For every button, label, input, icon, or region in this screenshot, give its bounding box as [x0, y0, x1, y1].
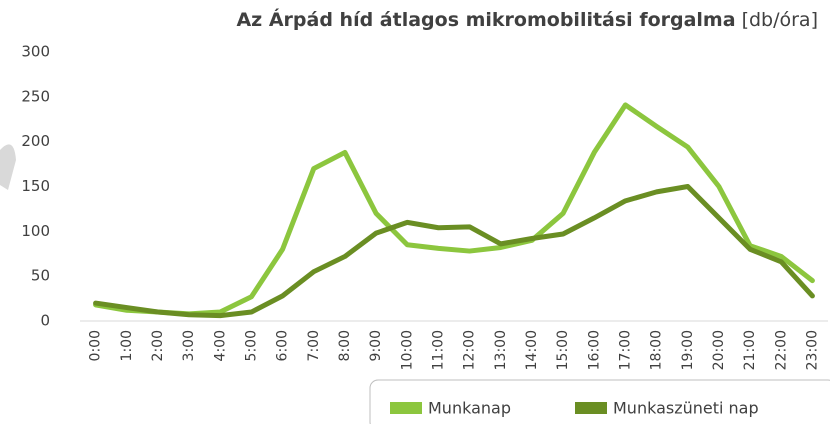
series-line: [93, 102, 815, 317]
y-tick-label: 250: [21, 87, 50, 105]
x-tick-label: 14:00: [524, 330, 540, 370]
x-tick-label: 7:00: [306, 330, 322, 361]
x-tick-label: 5:00: [243, 330, 259, 361]
x-tick-label: 6:00: [275, 330, 291, 361]
legend-box: [369, 379, 830, 424]
legend-label: Munkaszüneti nap: [613, 399, 759, 418]
x-tick-label: 2:00: [150, 330, 166, 361]
legend-swatch: [575, 402, 607, 414]
x-tick-label: 20:00: [711, 330, 727, 370]
x-tick-label: 11:00: [430, 330, 446, 370]
x-tick-label: 21:00: [742, 330, 758, 370]
x-tick-label: 13:00: [493, 330, 509, 370]
decoration: [0, 144, 16, 190]
y-tick-label: 150: [21, 177, 50, 195]
x-tick-label: 9:00: [368, 330, 384, 361]
x-tick-label: 16:00: [586, 330, 602, 370]
x-tick-label: 0:00: [88, 330, 104, 361]
x-tick-label: 8:00: [337, 330, 353, 361]
chart-title: Az Árpád híd átlagos mikromobilitási for…: [236, 8, 735, 31]
x-tick-label: 4:00: [212, 330, 228, 361]
legend-label: Munkanap: [428, 399, 511, 418]
y-tick-label: 0: [40, 312, 50, 330]
chart-title-group: Az Árpád híd átlagos mikromobilitási for…: [236, 8, 818, 31]
series-line: [93, 184, 815, 319]
x-tick-label: 10:00: [399, 330, 415, 370]
y-tick-label: 300: [21, 43, 50, 61]
x-tick-label: 19:00: [680, 330, 696, 370]
y-tick-label: 200: [21, 132, 50, 150]
x-tick-label: 12:00: [462, 330, 478, 370]
chart-unit: [db/óra]: [742, 9, 818, 31]
x-tick-label: 15:00: [555, 330, 571, 370]
x-tick-label: 23:00: [804, 330, 820, 370]
x-tick-label: 18:00: [649, 330, 665, 370]
y-tick-label: 100: [21, 222, 50, 240]
x-tick-label: 22:00: [773, 330, 789, 370]
legend-swatch: [390, 402, 422, 414]
x-tick-label: 1:00: [119, 330, 135, 361]
y-tick-label: 50: [31, 267, 50, 285]
x-tick-label: 3:00: [181, 330, 197, 361]
x-tick-label: 17:00: [617, 330, 633, 370]
